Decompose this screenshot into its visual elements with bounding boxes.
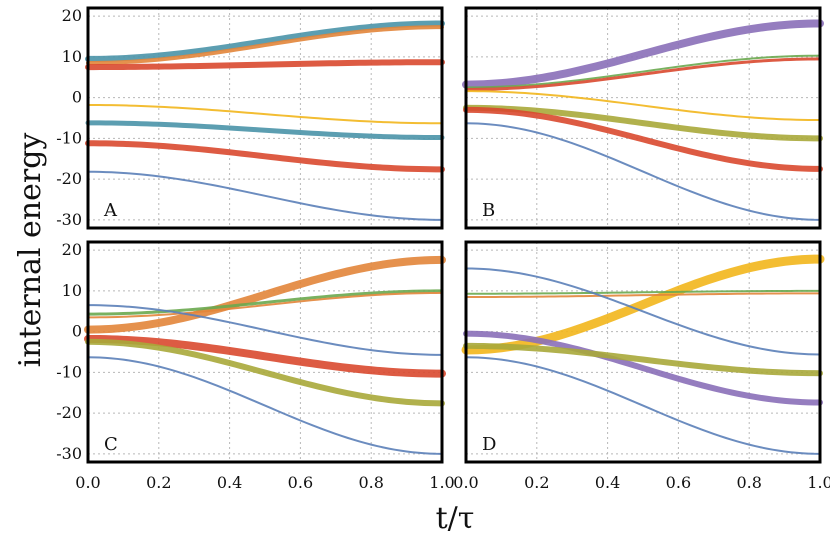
series-ground-level <box>87 170 443 221</box>
panel-frame <box>464 240 822 464</box>
series-band-upper-mid <box>85 120 445 141</box>
x-tick-label: 0.2 <box>524 473 549 492</box>
series-ground-level <box>87 356 443 455</box>
series-orange-level <box>87 291 443 319</box>
y-tick-label: 0 <box>72 322 82 341</box>
series-band-second <box>85 59 445 71</box>
panel-label: D <box>482 434 496 455</box>
x-ticks-left: 0.0 0.2 0.4 0.6 0.8 1.0 <box>75 473 454 492</box>
panel-label: A <box>103 200 118 221</box>
x-tick-label: 0.0 <box>453 473 478 492</box>
series-blue-upper <box>465 267 821 356</box>
y-ticks-bottom: 20 10 0 -10 -20 -30 <box>56 240 82 463</box>
series-blue-upper <box>87 304 443 356</box>
y-ticks-top: 20 10 0 -10 -20 -30 <box>56 6 82 229</box>
y-tick-label: 10 <box>62 47 82 66</box>
series-band-second <box>464 57 822 91</box>
x-tick-label: 1.0 <box>807 473 830 492</box>
panel-frame <box>464 6 822 230</box>
x-tick-label: 0.2 <box>146 473 171 492</box>
x-tick-label: 0.0 <box>75 473 100 492</box>
series-band-top <box>462 19 824 89</box>
series-green-level <box>86 289 444 316</box>
panel-c: C <box>84 240 446 464</box>
series-yellow-level <box>465 90 821 122</box>
series-band-upper-mid <box>84 334 446 378</box>
y-tick-label: -20 <box>56 169 82 188</box>
panel-a: A <box>85 6 445 230</box>
x-tick-label: 0.8 <box>736 473 761 492</box>
y-tick-label: -10 <box>56 362 82 381</box>
series-green-level <box>465 289 821 295</box>
y-tick-label: 0 <box>72 88 82 107</box>
panel-frame <box>86 6 444 230</box>
x-axis-label: t/τ <box>436 501 475 536</box>
y-tick-label: 10 <box>62 281 82 300</box>
panels-group: A B C D <box>84 6 825 464</box>
series-yellow-level <box>87 103 443 125</box>
series-band-lower-mid <box>85 338 445 407</box>
series-band-lower-mid <box>85 140 445 173</box>
y-tick-label: -30 <box>56 210 82 229</box>
y-tick-label: 20 <box>62 6 82 25</box>
y-tick-label: -10 <box>56 128 82 147</box>
y-axis-label: internal energy <box>13 133 48 368</box>
x-tick-label: 0.6 <box>666 473 691 492</box>
panel-b: B <box>462 6 824 230</box>
series-band-lower-mid <box>463 342 823 377</box>
series-band-top <box>84 255 446 334</box>
panel-label: C <box>104 434 118 455</box>
panel-d: D <box>461 240 825 464</box>
y-tick-label: -20 <box>56 403 82 422</box>
series-green-level <box>465 54 821 89</box>
series-band-lower-mid <box>463 106 823 172</box>
series-band-top-lower <box>86 25 444 65</box>
x-tick-label: 0.8 <box>358 473 383 492</box>
panel-label: B <box>482 200 495 221</box>
series-ground-level <box>465 122 821 221</box>
series-orange-level <box>465 292 821 298</box>
x-tick-label: 1.0 <box>429 473 454 492</box>
series-band-upper-mid <box>463 104 823 142</box>
x-tick-label: 0.4 <box>595 473 620 492</box>
x-tick-label: 0.6 <box>288 473 313 492</box>
x-ticks-right: 0.0 0.2 0.4 0.6 0.8 1.0 <box>453 473 830 492</box>
series-band-top <box>461 254 825 355</box>
panel-frame <box>86 240 444 464</box>
x-tick-label: 0.4 <box>217 473 242 492</box>
y-tick-label: 20 <box>62 240 82 259</box>
series-ground-level <box>465 356 821 455</box>
series-band-top <box>85 20 445 62</box>
series-band-upper-mid <box>463 330 823 406</box>
y-tick-label: -30 <box>56 444 82 463</box>
